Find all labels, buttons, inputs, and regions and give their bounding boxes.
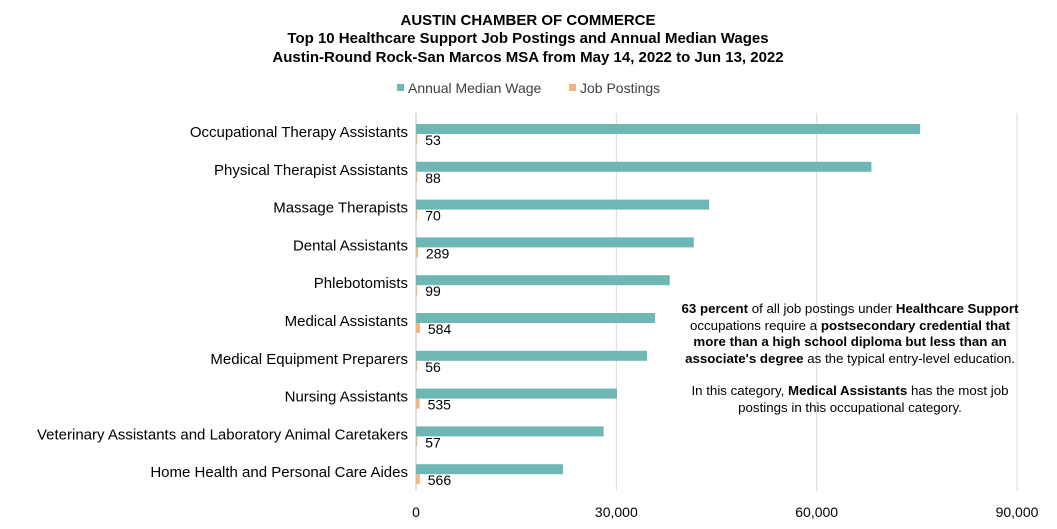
category-labels: Occupational Therapy Assistants Physical … — [37, 124, 408, 481]
postings-data-label: 57 — [425, 434, 441, 450]
category-label: Phlebotomists — [314, 275, 408, 292]
wage-bar — [416, 350, 648, 361]
wage-bar — [416, 124, 921, 134]
x-tick-label: 30,000 — [595, 504, 638, 520]
chart-title-line-1: AUSTIN CHAMBER OF COMMERCE — [401, 12, 656, 29]
wage-bar — [416, 426, 604, 437]
category-label: Home Health and Personal Care Aides — [150, 464, 408, 481]
wage-bar — [416, 237, 694, 248]
chart-title-line-3: Austin-Round Rock-San Marcos MSA from Ma… — [272, 49, 783, 66]
postings-data-label: 289 — [426, 245, 450, 261]
postings-bar — [416, 209, 418, 220]
postings-bar — [416, 134, 418, 144]
category-label: Nursing Assistants — [285, 389, 408, 406]
bars — [416, 124, 921, 485]
category-label: Massage Therapists — [273, 200, 408, 217]
postings-bar — [416, 436, 418, 447]
postings-data-label: 53 — [425, 132, 441, 148]
legend-label-wage: Annual Median Wage — [408, 80, 542, 96]
legend-label-postings: Job Postings — [580, 80, 660, 96]
postings-bar — [416, 360, 418, 371]
postings-bar — [416, 474, 420, 485]
legend-swatch-postings — [569, 84, 576, 91]
postings-data-label: 99 — [425, 283, 441, 299]
x-tick-label: 60,000 — [795, 504, 838, 520]
category-label: Occupational Therapy Assistants — [190, 124, 408, 141]
x-tick-label: 0 — [412, 504, 420, 520]
postings-data-label: 70 — [425, 208, 441, 224]
category-label: Dental Assistants — [293, 237, 408, 254]
x-tick-label: 90,000 — [996, 504, 1039, 520]
category-label: Medical Assistants — [285, 313, 408, 330]
postings-bar — [416, 285, 418, 296]
postings-data-label: 566 — [428, 472, 452, 488]
postings-bar — [416, 247, 418, 258]
annotation-paragraph-2: In this category, Medical Assistants has… — [691, 383, 1009, 415]
category-label: Physical Therapist Assistants — [214, 162, 408, 179]
annotation-paragraph-1: 63 percent of all job postings under Hea… — [681, 301, 1019, 366]
postings-data-label: 584 — [428, 321, 452, 337]
postings-data-label: 535 — [428, 397, 452, 413]
chart-title-line-2: Top 10 Healthcare Support Job Postings a… — [287, 30, 768, 47]
wage-bar — [416, 388, 618, 399]
data-labels: 53 88 70 289 99 584 56 535 57 566 — [425, 132, 451, 488]
wage-bar — [416, 275, 670, 286]
wage-bar — [416, 464, 563, 475]
category-label: Veterinary Assistants and Laboratory Ani… — [37, 426, 408, 443]
category-label: Medical Equipment Preparers — [210, 351, 408, 368]
legend-swatch-wage — [397, 84, 404, 91]
postings-bar — [416, 323, 420, 333]
postings-bar — [416, 171, 418, 182]
postings-data-label: 56 — [425, 359, 441, 375]
x-tick-labels: 0 30,000 60,000 90,000 — [412, 504, 1039, 520]
postings-bar — [416, 398, 420, 409]
wage-bar — [416, 313, 656, 323]
wage-bar — [416, 161, 872, 172]
annotation-box: 63 percent of all job postings under Hea… — [677, 301, 1023, 416]
legend: Annual Median Wage Job Postings — [397, 80, 660, 96]
wage-bar — [416, 199, 710, 210]
postings-data-label: 88 — [425, 170, 441, 186]
